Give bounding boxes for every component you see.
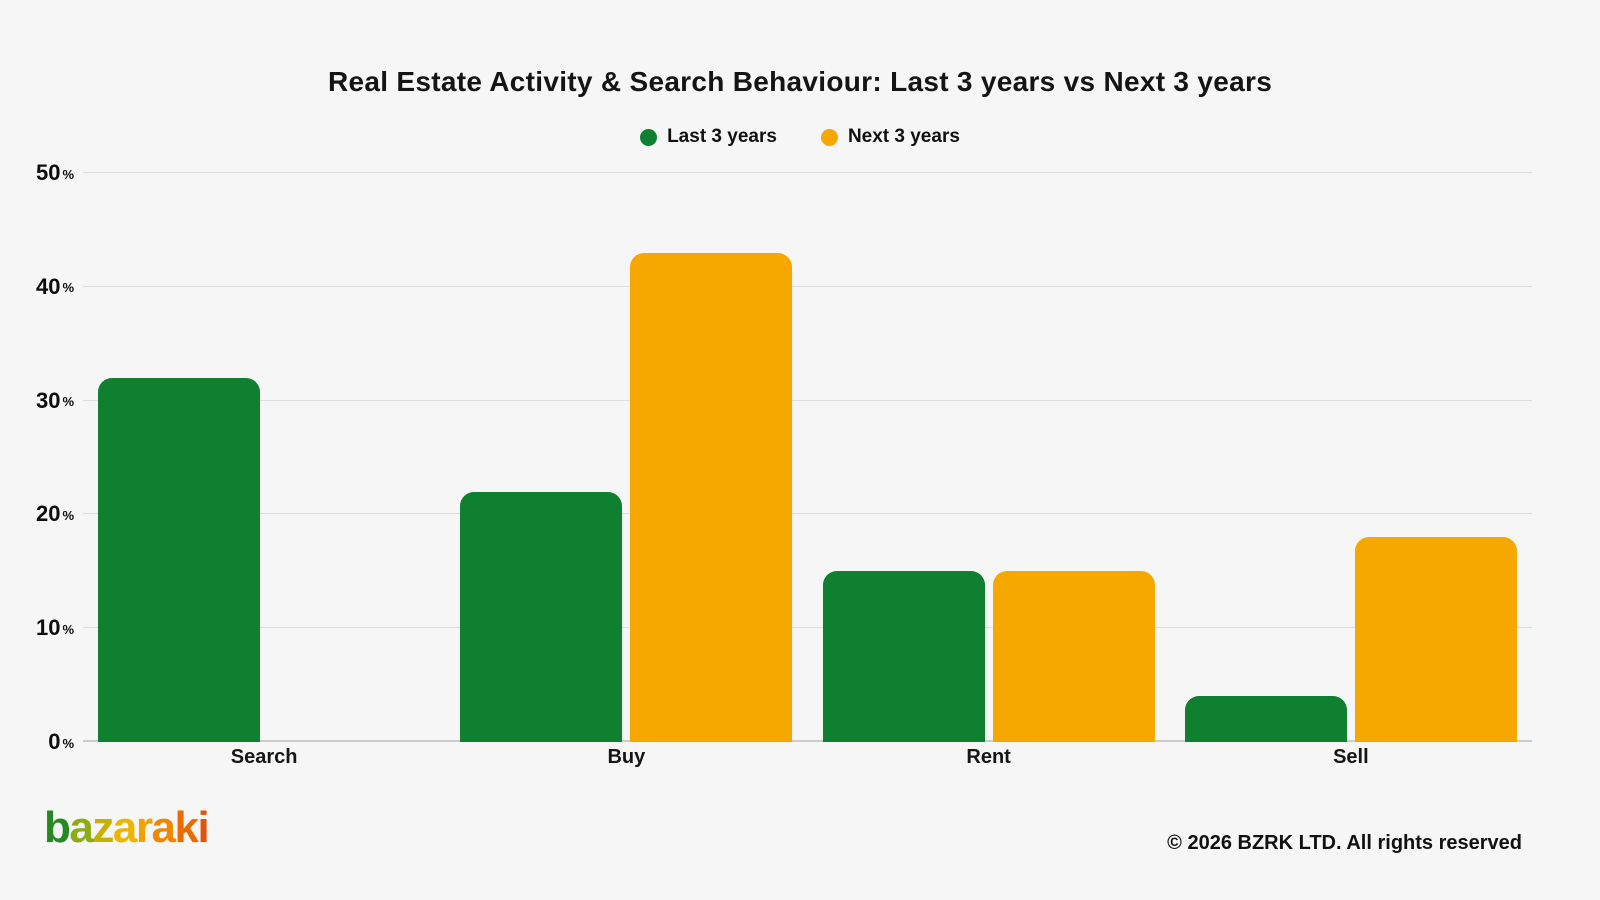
y-tick-number: 20 [35,501,61,527]
y-tick-number: 10 [35,615,61,641]
bar-buy-last-3-years [460,491,623,742]
bar-group-buy [445,173,807,742]
x-label-sell: Sell [1333,746,1369,768]
y-tick-percent-sign: % [62,507,74,523]
x-label-rent: Rent [966,746,1011,768]
y-tick-percent-sign: % [62,394,74,410]
y-tick-percent-sign: % [62,280,74,296]
gridline-10 [83,627,1532,629]
y-tick-label-20: 20% [36,503,74,525]
bar-buy-next-3-years [630,252,793,742]
y-tick-label-30: 30% [35,387,74,413]
bar-groups [83,173,1532,742]
logo-letter-4: r [135,803,153,852]
bazaraki-logo: bazaraki [44,803,210,852]
y-tick-number: 40 [35,273,61,299]
x-label-search: Search [230,746,298,768]
y-tick-label-50: 50% [36,162,74,184]
logo-letter-2: z [92,803,114,852]
copyright-text: © 2026 BZRK LTD. All rights reserved [1167,832,1522,854]
gridline-30 [83,399,1532,401]
legend-item-next-3-years: Next 3 years [820,126,960,148]
x-axis-labels: Search Buy Rent Sell [83,746,1532,769]
y-tick-number: 0 [48,729,61,754]
bar-rent-next-3-years [992,571,1155,742]
gridline-0 [83,740,1532,742]
logo-letter-7: i [197,803,209,852]
logo-letter-0: b [44,803,71,852]
legend-swatch-icon-last-3-years [640,128,658,146]
bar-group-sell [1170,173,1532,742]
gridline-20 [83,513,1532,515]
logo-letter-1: a [69,803,93,852]
y-tick-label-40: 40% [35,273,74,299]
y-tick-number: 30 [35,387,61,413]
bar-group-rent [808,173,1170,742]
chart-title: Real Estate Activity & Search Behaviour:… [327,66,1273,97]
legend-item-last-3-years: Last 3 years [640,126,777,148]
logo-letter-6: k [174,803,198,852]
y-tick-label-10: 10% [36,617,74,639]
bar-group-search [83,173,445,742]
x-label-buy: Buy [607,746,646,768]
bar-rent-last-3-years [822,571,985,742]
logo-letter-5: a [151,803,175,852]
y-tick-number: 50 [35,160,61,185]
y-tick-label-0: 0% [48,731,74,753]
bar-search-last-3-years [98,377,261,742]
y-tick-percent-sign: % [62,166,74,182]
chart-legend: Last 3 years Next 3 years [0,126,1600,148]
legend-label-last-3-years: Last 3 years [667,126,777,147]
bar-sell-last-3-years [1184,696,1347,742]
y-tick-percent-sign: % [62,735,74,751]
gridline-40 [83,285,1532,287]
plot-area: 0% 10% 20% 30% 40% 50% [36,162,1532,753]
legend-swatch-icon-next-3-years [820,128,838,146]
y-tick-percent-sign: % [62,621,74,637]
bar-sell-next-3-years [1354,537,1517,742]
logo-letter-3: a [112,803,137,852]
gridline-50 [83,172,1532,173]
legend-label-next-3-years: Next 3 years [847,126,960,147]
